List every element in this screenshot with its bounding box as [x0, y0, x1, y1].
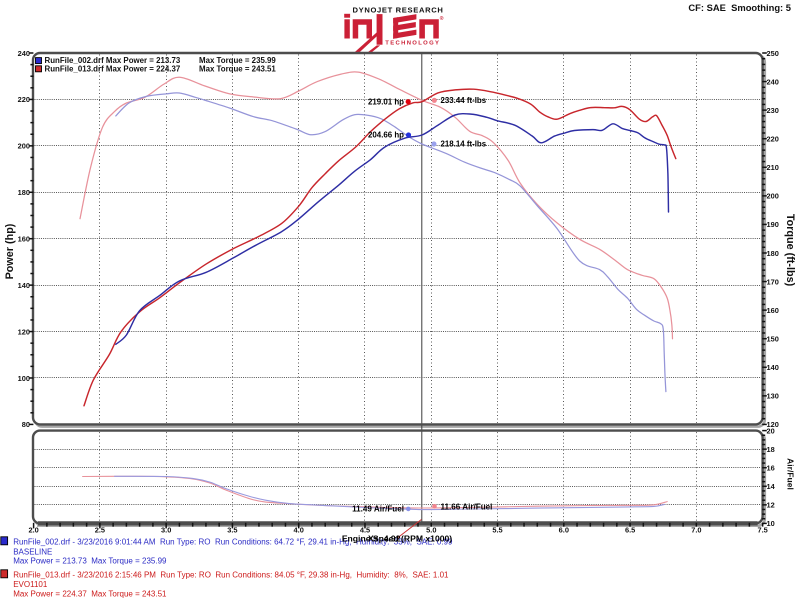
svg-text:Engine Speed (RPM x1000): Engine Speed (RPM x1000) [342, 533, 452, 543]
svg-text:RunFile_013.drf Max Power = 22: RunFile_013.drf Max Power = 224.37 [45, 64, 181, 73]
svg-text:130: 130 [767, 392, 779, 401]
svg-text:80: 80 [22, 420, 30, 429]
svg-text:140: 140 [18, 281, 30, 290]
svg-text:®: ® [440, 15, 444, 22]
svg-text:DYNOJET RESEARCH: DYNOJET RESEARCH [353, 5, 444, 14]
svg-text:210: 210 [767, 163, 779, 172]
svg-text:11.66 Air/Fuel: 11.66 Air/Fuel [441, 502, 493, 511]
svg-text:218.14 ft-lbs: 218.14 ft-lbs [441, 140, 487, 149]
svg-text:6.5: 6.5 [625, 526, 635, 535]
svg-text:7.0: 7.0 [691, 526, 701, 535]
svg-text:100: 100 [18, 374, 30, 383]
svg-text:5.0: 5.0 [426, 526, 436, 535]
svg-text:2.5: 2.5 [95, 526, 105, 535]
svg-text:120: 120 [18, 327, 30, 336]
svg-text:160: 160 [767, 306, 779, 315]
svg-text:240: 240 [767, 77, 779, 86]
svg-text:250: 250 [767, 49, 779, 58]
svg-text:4.0: 4.0 [294, 526, 304, 535]
svg-text:Max Power = 213.73 Max Torque: Max Power = 213.73 Max Torque = 235.99 [13, 556, 167, 565]
svg-text:11.49 Air/Fuel: 11.49 Air/Fuel [352, 505, 404, 514]
svg-text:RunFile_002.drf - 3/23/2016 9:: RunFile_002.drf - 3/23/2016 9:01:44 AM R… [13, 537, 453, 546]
svg-text:Xs: 4.92: Xs: 4.92 [368, 533, 401, 543]
svg-text:150: 150 [767, 335, 779, 344]
svg-text:2.0: 2.0 [28, 526, 38, 535]
svg-text:12: 12 [767, 501, 775, 510]
svg-text:219.01 hp: 219.01 hp [368, 97, 404, 106]
svg-text:204.66 hp: 204.66 hp [368, 131, 404, 140]
svg-text:18: 18 [767, 445, 775, 454]
svg-text:TECHNOLOGY: TECHNOLOGY [385, 40, 440, 46]
svg-text:Torque (ft-lbs): Torque (ft-lbs) [784, 214, 796, 287]
svg-text:Air/Fuel: Air/Fuel [785, 458, 795, 490]
svg-text:4.5: 4.5 [360, 526, 370, 535]
svg-text:220: 220 [18, 95, 30, 104]
svg-text:Max Torque = 243.51: Max Torque = 243.51 [199, 64, 276, 73]
svg-text:3.5: 3.5 [227, 526, 237, 535]
svg-text:7.5: 7.5 [757, 526, 767, 535]
svg-text:200: 200 [18, 142, 30, 151]
svg-text:6.0: 6.0 [559, 526, 569, 535]
svg-text:220: 220 [767, 135, 779, 144]
svg-text:10: 10 [767, 519, 775, 528]
svg-text:190: 190 [767, 220, 779, 229]
svg-text:5.5: 5.5 [492, 526, 502, 535]
svg-text:170: 170 [767, 277, 779, 286]
svg-text:16: 16 [767, 464, 775, 473]
svg-text:EVO1101: EVO1101 [13, 580, 48, 589]
svg-text:140: 140 [767, 363, 779, 372]
svg-text:Max Torque = 235.99: Max Torque = 235.99 [199, 56, 276, 65]
svg-text:200: 200 [767, 192, 779, 201]
svg-text:160: 160 [18, 235, 30, 244]
svg-text:180: 180 [18, 188, 30, 197]
svg-text:233.44 ft-lbs: 233.44 ft-lbs [441, 96, 487, 105]
svg-text:RunFile_013.drf - 3/23/2016 2:: RunFile_013.drf - 3/23/2016 2:15:46 PM R… [13, 570, 449, 579]
svg-text:230: 230 [767, 106, 779, 115]
svg-text:14: 14 [767, 482, 776, 491]
svg-text:240: 240 [18, 49, 30, 58]
svg-text:Max Power = 224.37 Max Torque: Max Power = 224.37 Max Torque = 243.51 [13, 590, 167, 599]
svg-text:RunFile_002.drf Max Power = 21: RunFile_002.drf Max Power = 213.73 [45, 56, 181, 65]
svg-text:BASELINE: BASELINE [13, 547, 52, 556]
svg-text:CF: SAE Smoothing: 5: CF: SAE Smoothing: 5 [688, 2, 791, 13]
svg-text:3.0: 3.0 [161, 526, 171, 535]
svg-text:120: 120 [767, 420, 779, 429]
svg-text:180: 180 [767, 249, 779, 258]
svg-text:20: 20 [767, 426, 775, 435]
svg-text:Power (hp): Power (hp) [4, 223, 16, 279]
